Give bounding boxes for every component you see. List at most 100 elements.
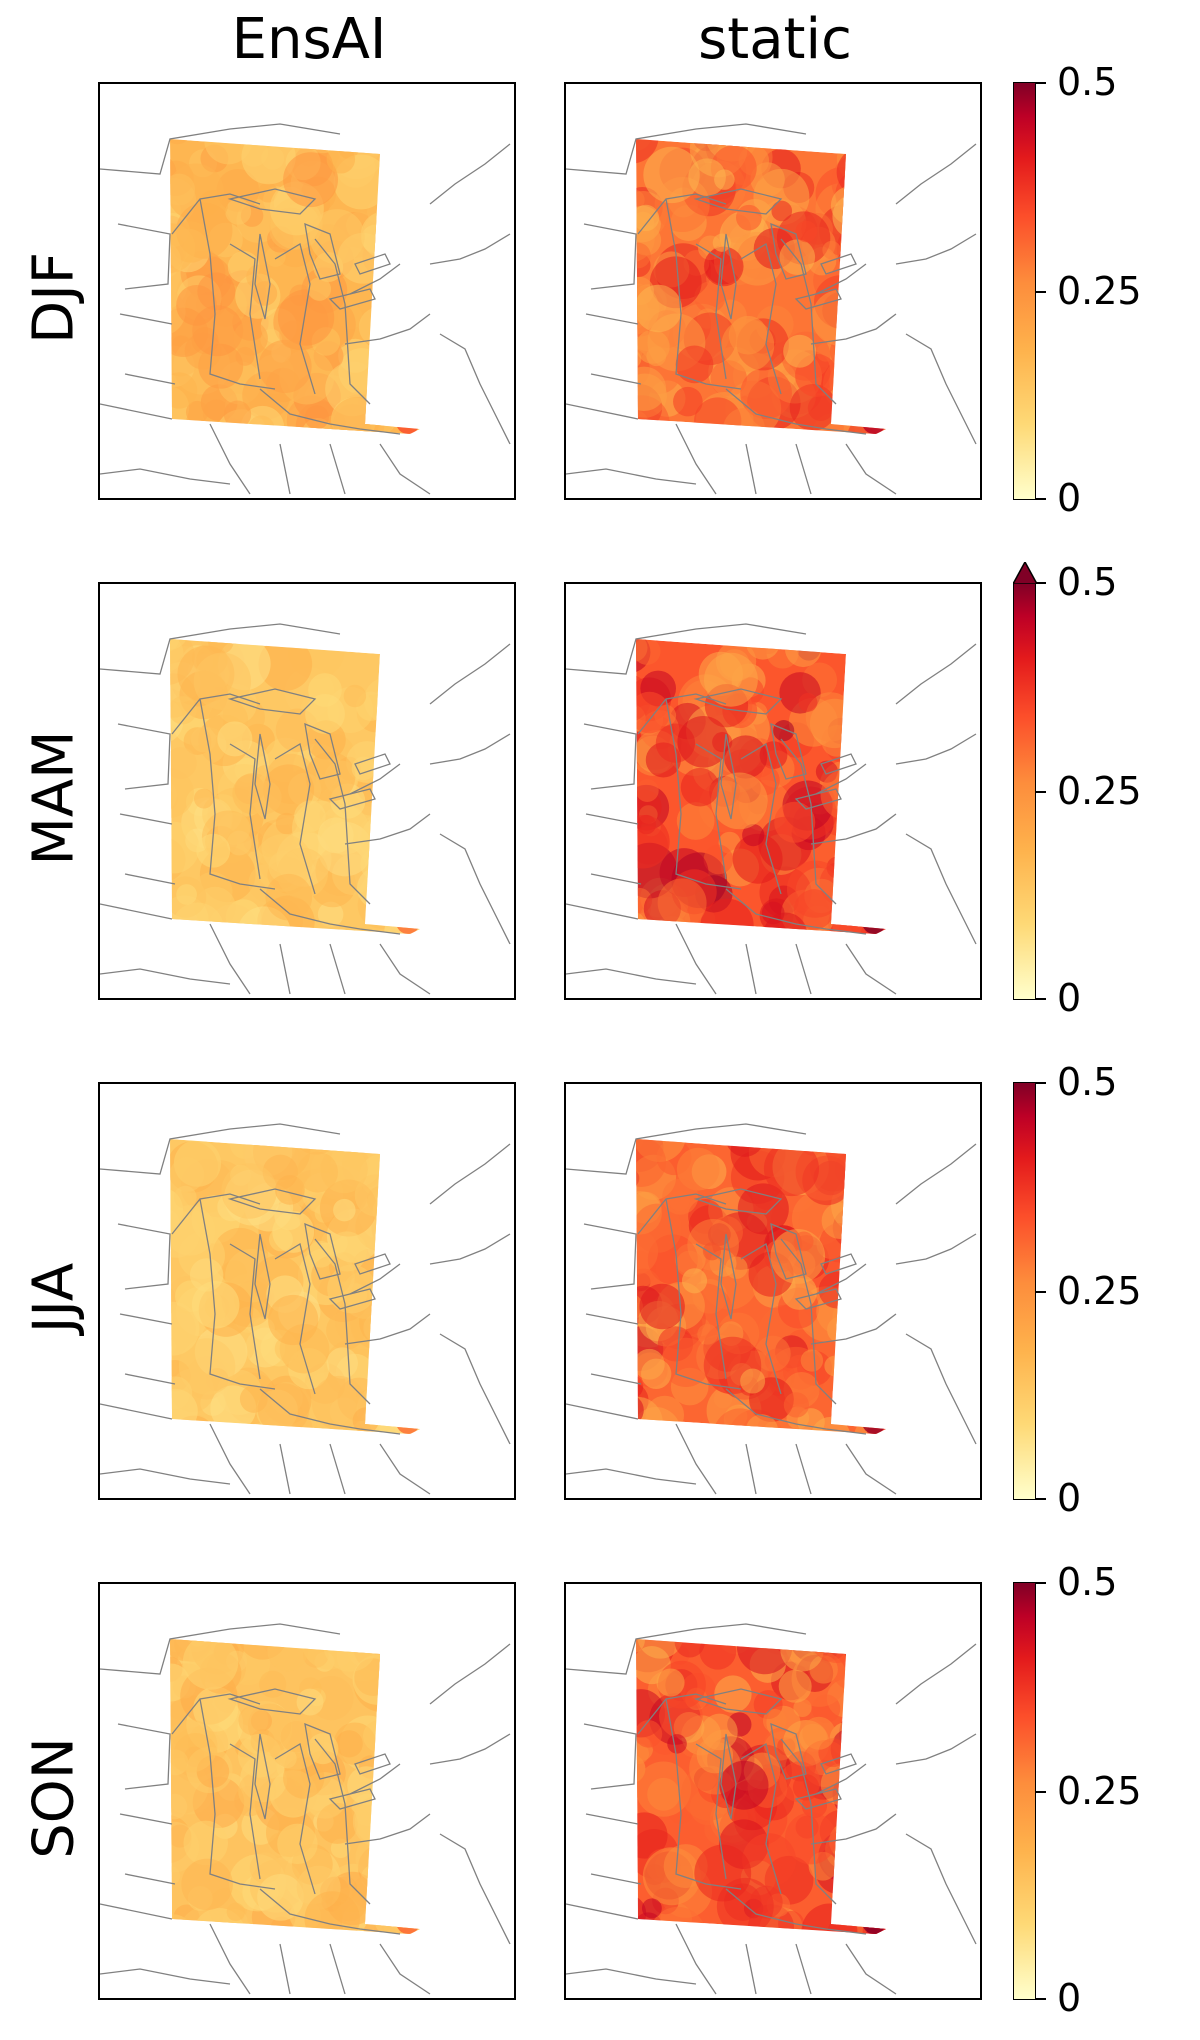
field-blob bbox=[784, 639, 822, 668]
colorbar-tick bbox=[1036, 791, 1046, 793]
boundary-line bbox=[740, 242, 782, 395]
map-panel-son-ensai bbox=[98, 1582, 516, 2000]
field-blob bbox=[392, 1305, 420, 1358]
field-blob bbox=[170, 173, 196, 206]
boundary-line bbox=[329, 1943, 346, 1995]
field-blob bbox=[368, 1288, 398, 1318]
boundary-line bbox=[725, 888, 867, 935]
field-blob bbox=[636, 139, 659, 164]
boundary-line bbox=[566, 403, 639, 420]
boundary-line bbox=[590, 873, 642, 885]
boundary-line bbox=[905, 1333, 977, 1445]
field-blob bbox=[842, 694, 886, 743]
field-blob bbox=[404, 729, 420, 754]
boundary-line bbox=[344, 313, 431, 345]
field-blob bbox=[661, 1337, 711, 1387]
boundary-lines bbox=[566, 623, 977, 995]
field-blob bbox=[382, 711, 420, 762]
field-blob bbox=[842, 1737, 881, 1776]
map-panel-jja-ensai bbox=[98, 1082, 516, 1500]
map-canvas bbox=[100, 623, 511, 995]
field-blob bbox=[762, 1709, 787, 1733]
field-blob bbox=[388, 228, 420, 267]
field-blob bbox=[309, 209, 365, 265]
map-panel-djf-ensai bbox=[98, 82, 516, 500]
field-blob bbox=[736, 204, 762, 231]
field-blob bbox=[839, 1840, 869, 1870]
field-blob bbox=[873, 1674, 886, 1700]
boundary-line bbox=[675, 1923, 717, 1995]
field-blob bbox=[854, 1420, 882, 1434]
field-blob bbox=[855, 639, 886, 661]
boundary-line bbox=[675, 423, 717, 495]
field-blob bbox=[190, 726, 217, 753]
field-blob bbox=[170, 1914, 195, 1934]
field-blob bbox=[776, 1139, 811, 1147]
field-blob bbox=[408, 1735, 420, 1759]
boundary-line bbox=[279, 443, 291, 495]
field-blob bbox=[694, 1844, 752, 1902]
field-blob bbox=[636, 1720, 663, 1748]
field-blob bbox=[795, 220, 818, 243]
field-blob bbox=[233, 320, 268, 356]
field-blob bbox=[636, 1139, 667, 1187]
field-blob bbox=[883, 1409, 886, 1434]
map-canvas bbox=[566, 623, 977, 995]
field-blob bbox=[830, 186, 870, 225]
colorbar-tick bbox=[1036, 82, 1046, 84]
field-blob bbox=[856, 1840, 875, 1859]
boundary-line bbox=[566, 968, 697, 985]
field-blob bbox=[763, 912, 808, 934]
boundary-line bbox=[344, 1813, 431, 1845]
field-blob bbox=[703, 844, 734, 875]
field-blob bbox=[388, 1340, 419, 1371]
field-blob bbox=[845, 1700, 886, 1746]
field-blob bbox=[330, 1639, 363, 1646]
boundary-line bbox=[329, 943, 346, 995]
field-blob bbox=[388, 228, 411, 251]
boundary-line bbox=[725, 1388, 867, 1435]
colorbar-tick-label: 0.25 bbox=[1057, 769, 1142, 813]
field-blob bbox=[874, 1139, 886, 1153]
boundary-line bbox=[119, 1313, 173, 1325]
field-blob bbox=[170, 821, 200, 874]
field-blob bbox=[673, 386, 703, 417]
boundary-line bbox=[100, 403, 173, 420]
boundary-line bbox=[845, 443, 897, 495]
boundary-line bbox=[583, 1723, 637, 1790]
field-blob bbox=[843, 909, 864, 930]
field-blob bbox=[171, 902, 224, 934]
field-blob bbox=[396, 326, 420, 378]
colorbar-tick bbox=[1036, 1082, 1046, 1084]
boundary-line bbox=[566, 468, 697, 485]
field-blob bbox=[875, 1360, 886, 1384]
boundary-line bbox=[259, 1388, 401, 1435]
field-blob bbox=[862, 139, 886, 175]
boundary-line bbox=[209, 423, 251, 495]
field-blob bbox=[341, 639, 361, 652]
field-blob bbox=[841, 731, 873, 762]
field-blob bbox=[398, 1383, 420, 1409]
boundary-line bbox=[745, 443, 757, 495]
field-blob bbox=[317, 817, 354, 854]
map-canvas bbox=[566, 123, 977, 495]
boundary-line bbox=[100, 1968, 231, 1985]
boundary-line bbox=[810, 813, 897, 845]
map-panel-son-static bbox=[564, 1582, 982, 2000]
field-blob bbox=[853, 266, 886, 311]
field-blob bbox=[845, 1399, 865, 1419]
field-blob bbox=[354, 1798, 401, 1845]
boundary-line bbox=[100, 1468, 231, 1485]
boundary-line bbox=[745, 1943, 757, 1995]
boundary-line bbox=[199, 1698, 276, 1890]
field-blob bbox=[363, 1720, 395, 1753]
boundary-line bbox=[429, 233, 511, 265]
boundary-line bbox=[740, 1742, 782, 1895]
field-blob bbox=[848, 879, 869, 901]
boundary-line bbox=[740, 1242, 782, 1395]
field-blob bbox=[866, 1864, 886, 1907]
field-blob bbox=[675, 345, 714, 384]
boundary-line bbox=[279, 943, 291, 995]
field-blob bbox=[832, 1295, 877, 1340]
colorbar-extend-arrow-mam bbox=[1013, 562, 1037, 584]
